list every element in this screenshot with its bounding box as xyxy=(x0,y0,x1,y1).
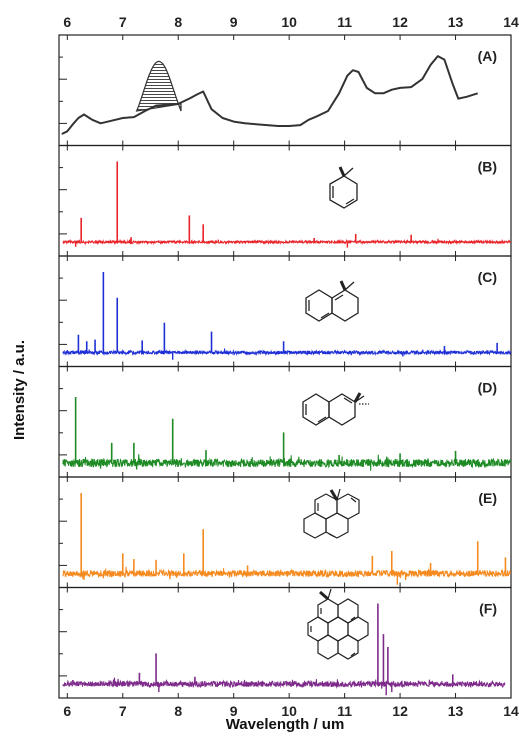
series-line xyxy=(62,677,506,689)
panel-b: (B) xyxy=(58,144,512,257)
x-axis-ticks-bottom: 6 7 8 9 10 11 12 13 14 xyxy=(63,703,519,719)
panel-frame xyxy=(58,586,512,699)
panel-label: (B) xyxy=(478,159,497,175)
x-axis-label: Wavelength / um xyxy=(226,716,345,733)
x-tick-label-top: 12 xyxy=(392,14,408,30)
x-tick-label-bottom: 8 xyxy=(174,703,182,719)
panel-label: (C) xyxy=(478,269,497,285)
x-tick-label-bottom: 7 xyxy=(119,703,127,719)
molecule-benzene-icon xyxy=(329,166,358,209)
x-tick-label-top: 11 xyxy=(337,14,352,30)
panel-label: (E) xyxy=(478,490,497,506)
x-tick-label-top: 10 xyxy=(281,14,297,30)
x-tick-label-top: 9 xyxy=(230,14,238,30)
x-tick-label-bottom: 11 xyxy=(337,703,352,719)
panel-e: (E) xyxy=(58,476,512,589)
x-tick-label-top: 7 xyxy=(119,14,127,30)
x-tick-label-bottom: 10 xyxy=(281,703,297,719)
stacked-panels: (A) (B) (C) (D) (E) (F) xyxy=(58,34,512,699)
panel-d: (D) xyxy=(58,365,512,478)
hatched-band xyxy=(135,60,182,112)
y-axis-label: Intensity / a.u. xyxy=(11,340,28,440)
x-tick-label-top: 8 xyxy=(174,14,182,30)
panel-frame xyxy=(58,144,512,257)
x-tick-label-top: 6 xyxy=(63,14,71,30)
x-tick-label-top: 14 xyxy=(503,14,519,30)
series-line xyxy=(62,454,512,471)
x-tick-label-bottom: 9 xyxy=(230,703,238,719)
x-tick-label-bottom: 12 xyxy=(392,703,408,719)
panel-label: (F) xyxy=(479,601,497,617)
panel-frame xyxy=(58,34,512,147)
x-tick-label-top: 13 xyxy=(448,14,464,30)
x-tick-label-bottom: 13 xyxy=(448,703,464,719)
series-line xyxy=(62,348,512,357)
molecule-methylnaphthalene-icon xyxy=(302,392,369,426)
molecule-naphthalene-icon xyxy=(305,280,359,322)
panel-c: (C) xyxy=(58,255,512,368)
x-axis-ticks-top: 6 7 8 9 10 11 12 13 14 xyxy=(63,14,519,30)
panel-frame xyxy=(58,255,512,368)
series-line xyxy=(62,566,512,579)
panel-a: (A) xyxy=(58,34,512,147)
molecule-coronene-icon xyxy=(307,588,369,660)
x-tick-label-bottom: 14 xyxy=(503,703,519,719)
series-line xyxy=(61,55,479,135)
molecule-pyrene-icon xyxy=(303,488,360,539)
panel-label: (D) xyxy=(478,380,497,396)
panel-f: (F) xyxy=(58,586,512,699)
series-line xyxy=(62,238,512,246)
panel-label: (A) xyxy=(478,48,497,64)
x-tick-label-bottom: 6 xyxy=(63,703,71,719)
